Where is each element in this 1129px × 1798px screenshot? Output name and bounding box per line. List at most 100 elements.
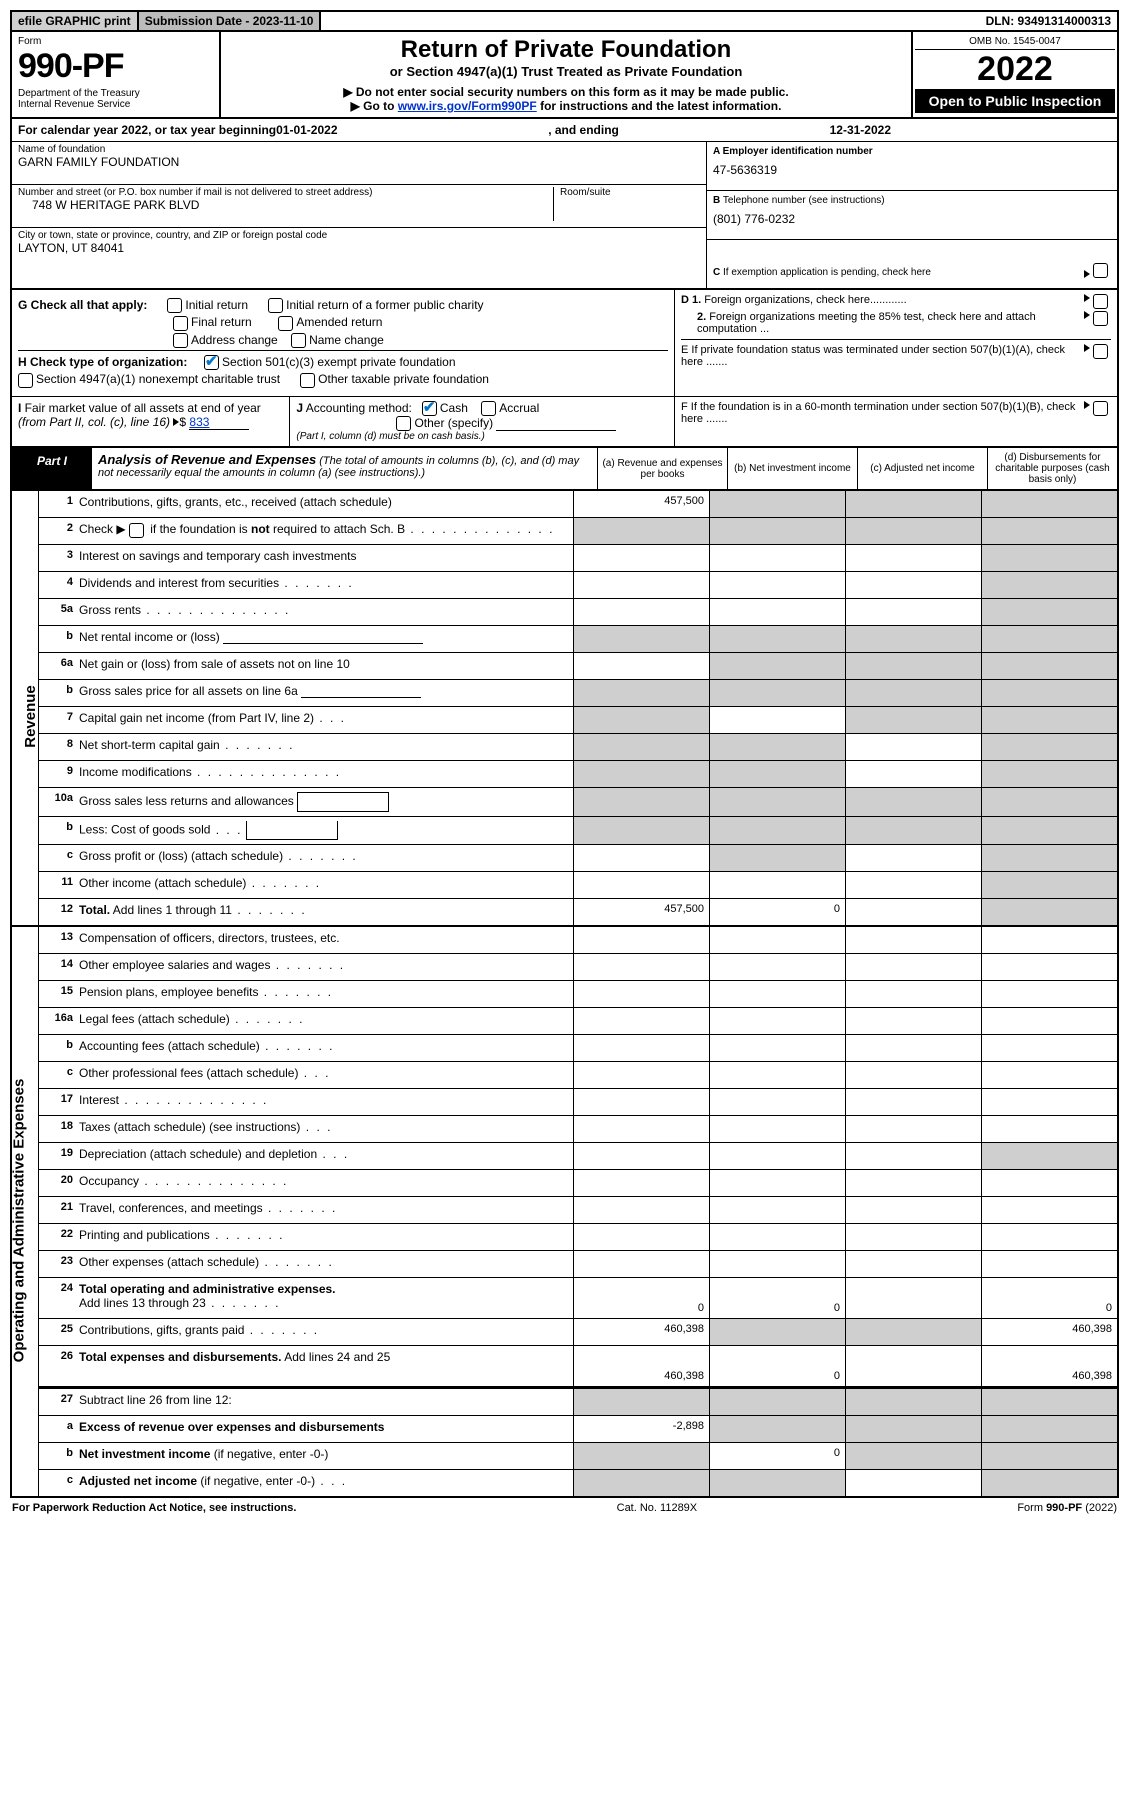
r24-desc: Total operating and administrative expen… — [79, 1278, 573, 1318]
r25-desc: Contributions, gifts, grants paid — [79, 1319, 573, 1345]
r27b-b: 0 — [709, 1443, 845, 1469]
open-inspection: Open to Public Inspection — [915, 89, 1115, 113]
r10a-desc: Gross sales less returns and allowances — [79, 788, 573, 816]
r16c-desc: Other professional fees (attach schedule… — [79, 1062, 573, 1088]
j-other-checkbox[interactable] — [396, 416, 411, 431]
g-opt-0: Initial return — [185, 298, 248, 312]
arrow-icon — [1084, 311, 1090, 319]
g-opt-1: Initial return of a former public charit… — [286, 298, 483, 312]
phone-label: B B Telephone number (see instructions)T… — [713, 195, 1111, 206]
foundation-name: GARN FAMILY FOUNDATION — [18, 155, 700, 169]
c-checkbox[interactable] — [1093, 263, 1108, 278]
expenses-side-label: Operating and Administrative Expenses — [10, 1078, 27, 1362]
r3-desc: Interest on savings and temporary cash i… — [79, 545, 573, 571]
g-final-checkbox[interactable] — [173, 316, 188, 331]
footer-right: Form 990-PF (2022) — [1017, 1502, 1117, 1514]
r1-a: 457,500 — [573, 491, 709, 517]
g-opt-4: Address change — [191, 333, 278, 347]
h-other-checkbox[interactable] — [300, 373, 315, 388]
form990pf-link[interactable]: www.irs.gov/Form990PF — [398, 99, 537, 113]
col-b-hdr: (b) Net investment income — [727, 448, 857, 489]
r12-desc: Total. Add lines 1 through 11 — [79, 899, 573, 925]
d2-checkbox[interactable] — [1093, 311, 1108, 326]
efile-dln: DLN: 93491314000313 — [980, 12, 1117, 30]
room-label: Room/suite — [560, 187, 700, 198]
r11-desc: Other income (attach schedule) — [79, 872, 573, 898]
form-header: Form 990-PF Department of the Treasury I… — [10, 32, 1119, 119]
efile-print[interactable]: efile GRAPHIC print — [12, 12, 139, 30]
revenue-side-label: Revenue — [22, 686, 39, 749]
r6a-desc: Net gain or (loss) from sale of assets n… — [79, 653, 573, 679]
j-accrual-checkbox[interactable] — [481, 401, 496, 416]
form-number: 990-PF — [18, 47, 213, 86]
form-subtitle: or Section 4947(a)(1) Trust Treated as P… — [229, 64, 903, 79]
e-label: E If private foundation status was termi… — [681, 344, 1084, 368]
r18-desc: Taxes (attach schedule) (see instruction… — [79, 1116, 573, 1142]
h-label: H Check type of organization: — [18, 355, 187, 369]
addr-label: Number and street (or P.O. box number if… — [18, 187, 553, 198]
g-label: G Check all that apply: — [18, 298, 147, 312]
ty-end: 12-31-2022 — [830, 123, 891, 137]
footer-left: For Paperwork Reduction Act Notice, see … — [12, 1502, 296, 1514]
j-other: Other (specify) — [414, 416, 493, 430]
col-c-hdr: (c) Adjusted net income — [857, 448, 987, 489]
g-opt-2: Final return — [191, 315, 252, 329]
col-d-hdr: (d) Disbursements for charitable purpose… — [987, 448, 1117, 489]
efile-bar: efile GRAPHIC print Submission Date - 20… — [10, 10, 1119, 32]
e-checkbox[interactable] — [1093, 344, 1108, 359]
part-title: Analysis of Revenue and Expenses — [98, 452, 316, 467]
tax-year-line: For calendar year 2022, or tax year begi… — [10, 119, 1119, 141]
arrow-icon — [1084, 401, 1090, 409]
expenses-table: Operating and Administrative Expenses 13… — [10, 927, 1119, 1498]
g-opt-3: Amended return — [296, 315, 382, 329]
h-opt-2: Section 4947(a)(1) nonexempt charitable … — [36, 372, 280, 386]
header-note-1: ▶ Do not enter social security numbers o… — [229, 85, 903, 99]
r27b-desc: Net investment income (if negative, ente… — [79, 1443, 573, 1469]
checks-block: G Check all that apply: Initial return I… — [10, 290, 1119, 396]
r2-checkbox[interactable] — [129, 523, 144, 538]
h-501c3-checkbox[interactable] — [204, 355, 219, 370]
r15-desc: Pension plans, employee benefits — [79, 981, 573, 1007]
f-checkbox[interactable] — [1093, 401, 1108, 416]
g-name-checkbox[interactable] — [291, 333, 306, 348]
r17-desc: Interest — [79, 1089, 573, 1115]
g-amended-checkbox[interactable] — [278, 316, 293, 331]
ein-label: A Employer identification number — [713, 146, 1111, 157]
r6b-desc: Gross sales price for all assets on line… — [79, 680, 573, 706]
fmv-link[interactable]: 833 — [189, 415, 249, 430]
r10c-desc: Gross profit or (loss) (attach schedule) — [79, 845, 573, 871]
d1-checkbox[interactable] — [1093, 294, 1108, 309]
g-address-checkbox[interactable] — [173, 333, 188, 348]
ty-pre: For calendar year 2022, or tax year begi… — [18, 123, 276, 137]
form-title: Return of Private Foundation — [229, 36, 903, 64]
r16b-desc: Accounting fees (attach schedule) — [79, 1035, 573, 1061]
j-cash-checkbox[interactable] — [422, 401, 437, 416]
note2-post: for instructions and the latest informat… — [537, 99, 782, 113]
r26-b: 0 — [709, 1346, 845, 1386]
h-4947-checkbox[interactable] — [18, 373, 33, 388]
r16a-desc: Legal fees (attach schedule) — [79, 1008, 573, 1034]
r24-b: 0 — [709, 1278, 845, 1318]
foundation-city: LAYTON, UT 84041 — [18, 241, 700, 255]
part-tag: Part I — [12, 448, 92, 489]
efile-submission: Submission Date - 2023-11-10 — [139, 12, 322, 30]
r12-b: 0 — [709, 899, 845, 925]
r23-desc: Other expenses (attach schedule) — [79, 1251, 573, 1277]
header-note-2: ▶ Go to www.irs.gov/Form990PF for instru… — [229, 99, 903, 113]
r27c-desc: Adjusted net income (if negative, enter … — [79, 1470, 573, 1496]
arrow-icon — [173, 418, 179, 426]
g-initial-former-checkbox[interactable] — [268, 298, 283, 313]
r26-desc: Total expenses and disbursements. Add li… — [79, 1346, 573, 1386]
g-initial-checkbox[interactable] — [167, 298, 182, 313]
revenue-table: Revenue 1Contributions, gifts, grants, e… — [10, 491, 1119, 927]
r24-d: 0 — [981, 1278, 1117, 1318]
g-opt-5: Name change — [309, 333, 384, 347]
tax-year: 2022 — [915, 50, 1115, 89]
r20-desc: Occupancy — [79, 1170, 573, 1196]
r26-a: 460,398 — [573, 1346, 709, 1386]
r8-desc: Net short-term capital gain — [79, 734, 573, 760]
dept-1: Department of the Treasury — [18, 88, 213, 99]
name-label: Name of foundation — [18, 144, 700, 155]
note2-pre: ▶ Go to — [351, 99, 398, 113]
r10b-desc: Less: Cost of goods sold — [79, 817, 573, 844]
